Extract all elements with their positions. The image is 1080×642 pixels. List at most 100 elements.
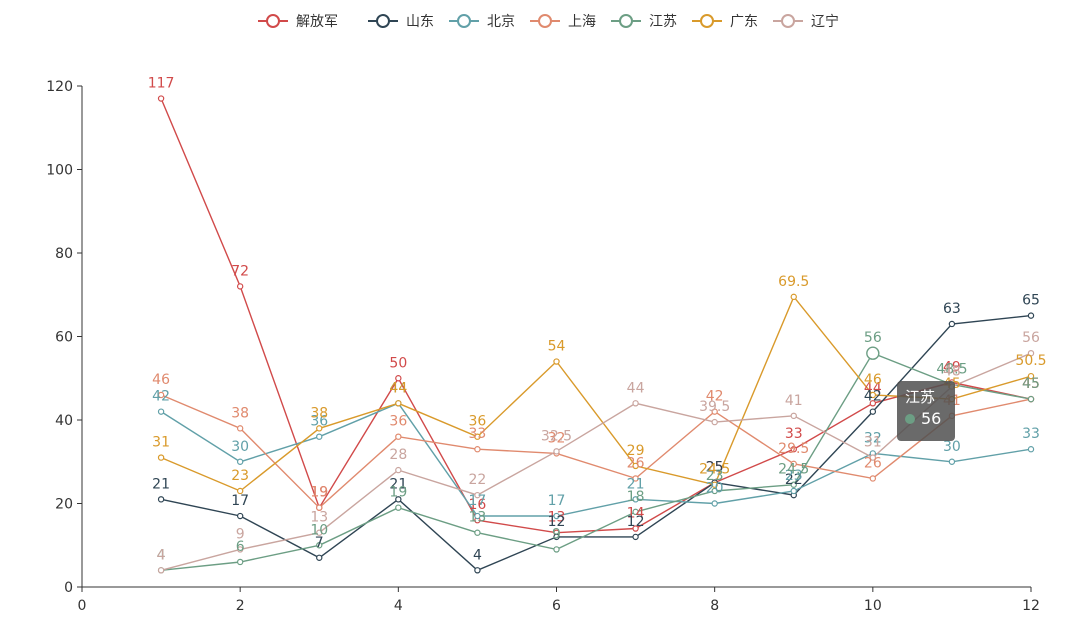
data-point[interactable]	[316, 529, 323, 536]
data-point[interactable]	[395, 433, 402, 440]
data-point[interactable]	[474, 446, 481, 453]
data-point[interactable]	[316, 425, 323, 432]
data-label: 12	[627, 514, 645, 530]
data-point[interactable]	[395, 400, 402, 407]
data-point[interactable]	[157, 408, 165, 415]
legend-item[interactable]: 上海	[530, 14, 596, 30]
data-point[interactable]	[236, 558, 244, 566]
data-point[interactable]	[236, 487, 244, 495]
data-point[interactable]	[790, 446, 797, 453]
data-label: 32	[864, 430, 882, 446]
data-point[interactable]	[711, 500, 718, 507]
data-point[interactable]	[157, 391, 165, 399]
legend-label: 北京	[487, 14, 515, 30]
tooltip: 江苏 56	[897, 381, 955, 441]
legend-marker-icon	[376, 14, 390, 28]
data-point[interactable]	[790, 487, 797, 495]
data-point[interactable]	[553, 512, 560, 520]
data-point[interactable]	[869, 475, 877, 482]
legend-item[interactable]: 解放军	[258, 14, 338, 30]
data-point[interactable]	[632, 475, 639, 482]
x-tick-label: 4	[394, 598, 403, 614]
data-label: 49	[943, 359, 961, 375]
data-point[interactable]	[316, 504, 323, 511]
y-tick-label: 0	[64, 580, 73, 596]
legend-item[interactable]: 辽宁	[773, 13, 839, 30]
data-label: 48	[943, 364, 961, 380]
data-point[interactable]	[790, 481, 797, 488]
data-point[interactable]	[790, 412, 797, 420]
data-point[interactable]	[711, 408, 718, 415]
data-point[interactable]	[236, 283, 244, 290]
data-label: 32.5	[541, 428, 572, 444]
data-point[interactable]	[157, 454, 165, 461]
tooltip-row: 56	[905, 407, 947, 431]
data-point[interactable]	[553, 533, 560, 541]
data-point[interactable]	[948, 458, 956, 465]
data-point[interactable]	[395, 504, 402, 511]
data-point[interactable]	[1027, 395, 1035, 403]
data-point[interactable]	[711, 487, 718, 495]
data-point[interactable]	[157, 496, 165, 503]
data-point[interactable]	[474, 567, 481, 574]
data-point[interactable]	[553, 546, 560, 553]
data-point[interactable]	[474, 529, 481, 536]
data-point[interactable]	[790, 293, 797, 301]
data-point[interactable]	[869, 400, 877, 407]
data-point[interactable]	[157, 95, 165, 102]
data-label: 4	[157, 547, 166, 563]
legend: 解放军 山东 北京 上海 江苏 广东 辽宁	[258, 13, 839, 30]
data-point[interactable]	[632, 496, 639, 503]
data-point[interactable]	[553, 448, 560, 455]
data-point[interactable]	[236, 425, 244, 432]
data-point[interactable]	[866, 346, 880, 360]
legend-label: 江苏	[649, 14, 677, 30]
data-label: 4	[473, 547, 482, 563]
data-label: 29.5	[778, 441, 809, 457]
data-point[interactable]	[632, 533, 639, 541]
data-label: 14	[627, 506, 645, 522]
data-point[interactable]	[395, 496, 402, 503]
data-point[interactable]	[790, 460, 797, 468]
data-point[interactable]	[316, 554, 323, 561]
data-point[interactable]	[1027, 372, 1035, 380]
data-label: 48.5	[936, 362, 967, 378]
data-point[interactable]	[632, 400, 639, 407]
data-point[interactable]	[948, 320, 956, 328]
legend-label: 山东	[406, 14, 434, 30]
data-label: 45	[1022, 376, 1040, 392]
data-point[interactable]	[474, 512, 481, 520]
data-point[interactable]	[632, 525, 639, 532]
data-point[interactable]	[632, 508, 639, 516]
data-point[interactable]	[236, 546, 244, 553]
data-point[interactable]	[869, 454, 877, 461]
data-point[interactable]	[1027, 312, 1035, 319]
data-point[interactable]	[869, 408, 877, 415]
data-point[interactable]	[157, 567, 165, 574]
data-label: 63	[943, 301, 961, 317]
legend-item[interactable]: 江苏	[611, 14, 677, 30]
data-point[interactable]	[553, 358, 560, 365]
data-label: 39.5	[699, 399, 730, 415]
data-point[interactable]	[1027, 350, 1035, 357]
legend-item[interactable]: 山东	[368, 14, 434, 30]
data-point[interactable]	[316, 433, 323, 440]
data-label: 6	[236, 539, 245, 555]
data-point[interactable]	[711, 418, 718, 426]
data-point[interactable]	[395, 375, 402, 382]
data-point[interactable]	[395, 466, 402, 474]
data-point[interactable]	[236, 458, 244, 465]
data-point[interactable]	[632, 462, 639, 470]
data-point[interactable]	[869, 391, 877, 399]
data-label: 16	[469, 497, 487, 513]
y-tick-label: 20	[55, 497, 73, 513]
data-point[interactable]	[316, 542, 323, 549]
data-point[interactable]	[711, 481, 718, 488]
data-point[interactable]	[1027, 446, 1035, 453]
legend-item[interactable]: 北京	[449, 14, 515, 30]
data-point[interactable]	[474, 491, 481, 499]
legend-item[interactable]: 广东	[692, 14, 758, 30]
data-point[interactable]	[236, 512, 244, 520]
x-tick-label: 6	[552, 598, 561, 614]
data-point[interactable]	[474, 433, 481, 440]
